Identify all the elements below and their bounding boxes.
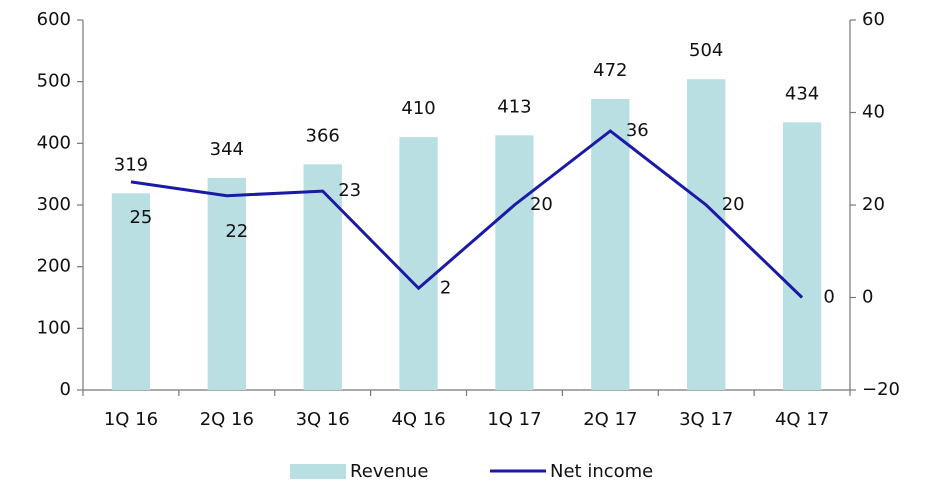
legend-label: Revenue bbox=[350, 461, 428, 482]
bar-value-label: 504 bbox=[689, 40, 723, 61]
bar-value-label: 472 bbox=[593, 60, 627, 81]
x-tick-label: 2Q 17 bbox=[583, 409, 637, 430]
y-tick-label: 600 bbox=[37, 9, 71, 30]
line bbox=[130, 129, 804, 299]
line-value-label: 22 bbox=[225, 221, 248, 242]
line-value-label: 20 bbox=[722, 194, 745, 215]
y2-tick-label: −20 bbox=[862, 379, 900, 400]
x-tick-label: 2Q 16 bbox=[200, 409, 254, 430]
line-value-label: 0 bbox=[823, 287, 834, 308]
bar-value-label: 410 bbox=[401, 98, 435, 119]
y2-tick-label: 0 bbox=[862, 287, 873, 308]
line-value-label: 25 bbox=[129, 207, 152, 228]
bar bbox=[495, 135, 534, 390]
legend-label: Net income bbox=[550, 461, 653, 482]
bar bbox=[782, 122, 822, 390]
y2-tick-label: 40 bbox=[862, 102, 885, 123]
bar-value-label: 319 bbox=[114, 154, 148, 175]
y-tick-label: 0 bbox=[60, 379, 71, 400]
y-tick-label: 100 bbox=[37, 317, 71, 338]
x-tick-label: 1Q 16 bbox=[104, 409, 158, 430]
bar bbox=[303, 164, 342, 390]
x-tick-label: 4Q 17 bbox=[775, 409, 829, 430]
bar-value-label: 413 bbox=[497, 96, 531, 117]
bar-value-label: 366 bbox=[306, 125, 340, 146]
x-tick-label: 4Q 16 bbox=[391, 409, 445, 430]
line-value-label: 20 bbox=[530, 194, 553, 215]
bar bbox=[687, 79, 726, 390]
y2-tick-label: 20 bbox=[862, 194, 885, 215]
x-tick-label: 3Q 16 bbox=[296, 409, 350, 430]
y-tick-label: 300 bbox=[37, 194, 71, 215]
y-tick-label: 500 bbox=[37, 71, 71, 92]
bar bbox=[591, 98, 630, 390]
bar-value-label: 344 bbox=[210, 139, 244, 160]
bar bbox=[207, 177, 246, 390]
bar bbox=[399, 137, 438, 390]
bar bbox=[111, 193, 151, 390]
y-tick-label: 200 bbox=[37, 256, 71, 277]
y2-tick-label: 60 bbox=[862, 9, 885, 30]
x-tick-label: 1Q 17 bbox=[487, 409, 541, 430]
line-value-label: 36 bbox=[626, 120, 649, 141]
line-value-label: 2 bbox=[440, 277, 451, 298]
x-tick-label: 3Q 17 bbox=[679, 409, 733, 430]
line-value-label: 23 bbox=[338, 180, 361, 201]
y-tick-label: 400 bbox=[37, 132, 71, 153]
legend-swatch bbox=[290, 464, 346, 479]
bar-value-label: 434 bbox=[785, 83, 819, 104]
